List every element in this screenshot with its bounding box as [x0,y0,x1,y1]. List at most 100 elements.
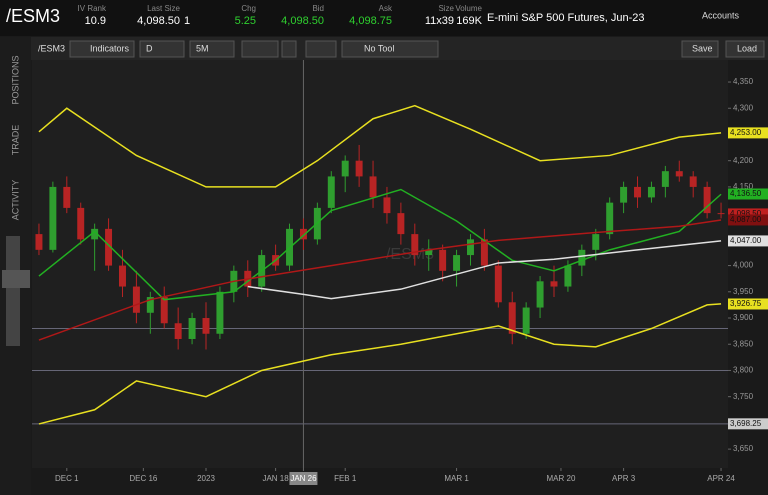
price-badge [728,214,768,226]
field-value: 10.9 [85,15,106,27]
field-label: Size [438,4,454,13]
candle-body [703,186,711,214]
indicator-line [38,303,722,425]
price-badge-label: 3,926.75 [730,299,762,308]
header-bar [0,0,768,36]
x-tick-label: APR 24 [707,474,735,483]
field-label: Ask [379,4,393,13]
field-value: 11x39 [425,15,454,27]
save[interactable]: Save [692,43,713,53]
toolbar-symbol[interactable]: /ESM3 [38,43,65,53]
candle-body [383,197,391,214]
field-value: 4,098.50 [137,15,180,27]
x-tick-label: DEC 1 [55,474,79,483]
price-badge-label: 4,047.00 [730,236,762,245]
candle-body [425,249,433,256]
y-tick-label: 4,150 [733,182,754,191]
candle-body [647,186,655,198]
description: E-mini S&P 500 Futures, Jun-23 [487,12,645,24]
price-badge [728,235,768,247]
y-tick-label: 3,850 [733,339,754,348]
x-tick-label: 2023 [197,474,215,483]
sidebar-icons[interactable] [6,236,20,346]
candle-body [467,239,474,256]
x-tick-label: FEB 1 [334,474,357,483]
indicators-btn[interactable] [69,40,135,58]
candle-body [299,228,307,240]
candle-body [550,281,558,287]
price-badge [728,208,768,220]
y-tick-label: 3,950 [733,287,754,296]
x-axis-bar [32,468,768,495]
candle-body [77,207,85,240]
indicator-line [247,240,722,300]
price-badge-label: 4,098.50 [730,209,762,218]
candle-body [341,160,349,177]
indicator-line [38,104,722,188]
y-tick-label: 3,750 [733,392,754,401]
y-tick-label: 4,300 [733,103,754,112]
candle-body [675,171,683,177]
indicator-line [38,219,722,341]
load[interactable]: Load [737,43,757,53]
aggregation[interactable]: 5M [196,43,209,53]
y-tick-label: 3,800 [733,366,754,375]
period-select[interactable] [139,40,185,58]
candle-body [174,323,182,339]
price-badge-label: 3,698.25 [730,419,762,428]
y-tick-label: 3,900 [733,313,754,322]
candle-body [606,202,614,235]
field-extra: 1 [184,15,190,27]
period[interactable]: D [146,43,153,53]
sidebar-tab[interactable]: ACTIVITY [10,180,20,221]
field-value: 169K [456,15,482,27]
candle-body [91,228,99,240]
tool-select[interactable] [341,40,439,58]
candle-body [188,318,196,339]
plot-area [32,60,728,468]
accounts[interactable]: Accounts [702,10,740,20]
price-badge [728,188,768,200]
crosshair-btn[interactable] [305,40,337,58]
candle-body [35,234,43,250]
candle-body [132,286,140,313]
field-value: 5.25 [235,15,256,27]
save-btn[interactable] [681,40,719,58]
x-tick-label: JAN 26 [290,474,317,483]
candle-body [119,265,126,287]
settings-btn[interactable] [281,40,297,58]
load-btn[interactable] [725,40,765,58]
candle-body [480,239,488,266]
candle-body [63,186,71,208]
field-label: Volume [455,4,482,13]
candle-body [105,228,113,266]
candle-body [717,213,725,215]
candle-body [536,281,544,308]
y-tick-label: 4,200 [733,156,754,165]
y-tick-label: 3,650 [733,444,754,453]
sidebar-selected[interactable] [2,270,30,288]
x-tick-highlight [289,472,318,485]
indicator-line [38,188,722,301]
field-label: Chg [241,4,256,13]
candle-body [439,249,447,271]
price-badge-label: 4,136.50 [730,189,762,198]
candle-body [508,302,516,334]
candle-body [689,176,697,187]
candle-body [661,171,669,187]
style-btn[interactable] [241,40,279,58]
sidebar-tab[interactable]: TRADE [10,125,20,156]
aggregation-select[interactable] [189,40,235,58]
price-badge-label: 4,253.00 [730,128,762,137]
price-badge-label: 4,087.00 [730,215,762,224]
tool[interactable]: No Tool [364,43,394,53]
symbol: /ESM3 [6,6,60,26]
candle-body [327,176,335,208]
field-label: Bid [312,4,324,13]
candle-body [397,213,405,235]
indicators[interactable]: Indicators [90,43,130,53]
candle-body [592,234,600,250]
sidebar-tab[interactable]: POSITIONS [10,55,20,104]
